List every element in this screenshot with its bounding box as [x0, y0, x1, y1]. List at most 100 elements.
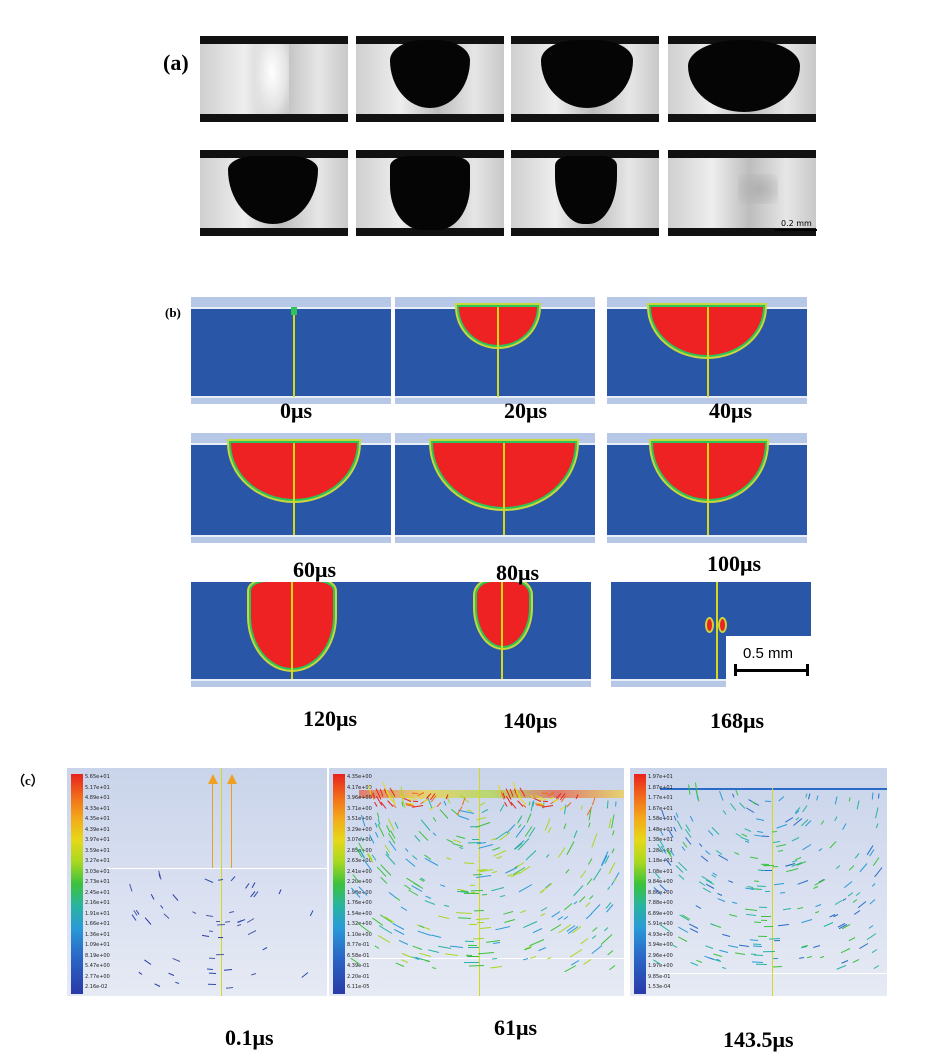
- velocity-vector: [412, 798, 417, 800]
- velocity-vector: [563, 823, 567, 830]
- velocity-vector: [395, 897, 400, 902]
- velocity-vector: [548, 797, 554, 800]
- micrograph-6: [356, 150, 504, 236]
- colorbar-tick: 4.17e+00: [347, 784, 372, 791]
- colorbar-tick: 2.96e+00: [648, 952, 673, 959]
- velocity-vector: [572, 830, 577, 839]
- velocity-vector: [491, 886, 505, 891]
- velocity-vector: [824, 921, 834, 927]
- velocity-vector: [380, 877, 388, 885]
- velocity-vector: [490, 966, 502, 969]
- velocity-vector: [463, 862, 475, 865]
- velocity-vector: [848, 865, 855, 871]
- time-label-c2: 61μs: [494, 1015, 538, 1040]
- colorbar-tick: 1.66e+01: [85, 921, 110, 927]
- velocity-vector: [424, 857, 439, 866]
- velocity-vector: [799, 957, 805, 960]
- velocity-vector: [818, 848, 823, 852]
- sim-frame-20: [395, 297, 595, 404]
- colorbar-tick: 5.17e+01: [85, 784, 110, 791]
- velocity-vector: [820, 955, 825, 959]
- time-label-40: 40μs: [709, 398, 753, 423]
- velocity-vector: [797, 907, 803, 910]
- time-label-168: 168μs: [710, 708, 765, 733]
- velocity-vector: [452, 842, 464, 847]
- velocity-vector: [398, 939, 409, 945]
- velocity-vector: [519, 883, 533, 893]
- velocity-vector: [563, 903, 573, 911]
- velocity-vector: [607, 950, 613, 956]
- colorbar-tick: 1.87e+01: [648, 784, 673, 791]
- velocity-vector: [678, 874, 685, 881]
- time-label-80: 80μs: [496, 560, 540, 585]
- colorbar-tick: 4.93e+00: [648, 931, 673, 938]
- velocity-vector: [491, 870, 498, 874]
- time-label-c3: 143.5μs: [723, 1027, 794, 1052]
- velocity-vector: [716, 897, 726, 902]
- velocity-vector: [743, 828, 751, 833]
- velocity-vector: [522, 957, 528, 961]
- colorbar-tick: 2.73e+01: [85, 879, 110, 885]
- velocity-vector: [443, 800, 447, 806]
- velocity-vector: [138, 971, 143, 976]
- velocity-vector: [223, 968, 232, 971]
- velocity-vector: [470, 884, 476, 887]
- velocity-vector: [871, 882, 876, 887]
- velocity-vector: [753, 834, 765, 838]
- velocity-vector: [739, 802, 746, 809]
- velocity-vector: [386, 825, 391, 833]
- velocity-vector: [717, 854, 728, 861]
- velocity-vector: [754, 921, 762, 924]
- velocity-vector: [209, 972, 216, 975]
- velocity-vector: [834, 816, 838, 822]
- micrograph-1: [200, 36, 348, 122]
- velocity-vector: [701, 875, 713, 883]
- velocity-vector: [718, 790, 724, 801]
- panel-b-label: (b): [165, 305, 181, 320]
- velocity-vector: [717, 893, 723, 896]
- velocity-vector: [500, 804, 505, 812]
- velocity-vector: [764, 890, 770, 892]
- velocity-vector: [856, 892, 861, 896]
- velocity-vector: [806, 955, 812, 958]
- velocity-vector: [412, 792, 419, 794]
- velocity-vector: [835, 864, 841, 869]
- colorbar-tick: 1.67e+01: [648, 805, 673, 812]
- velocity-vector: [570, 949, 583, 958]
- velocity-vector: [836, 965, 846, 970]
- velocity-vector: [499, 895, 505, 898]
- velocity-vector: [206, 968, 213, 971]
- velocity-vector: [722, 933, 731, 937]
- velocity-vector: [543, 800, 549, 802]
- colorbar-tick: 2.41e+00: [347, 868, 372, 875]
- colorbar-tick: 7.88e+00: [648, 900, 673, 906]
- colorbar-tick: 5.65e+01: [85, 774, 110, 780]
- velocity-vector: [871, 949, 878, 954]
- colorbar-tick: 2.85e+00: [347, 848, 372, 854]
- velocity-vector: [437, 945, 451, 949]
- velocity-vector: [479, 801, 486, 806]
- velocity-vector: [763, 951, 776, 953]
- velocity-vector: [756, 885, 766, 888]
- velocity-vector: [600, 934, 613, 946]
- colorbar-tick: 4.33e+01: [85, 805, 110, 812]
- velocity-vector: [847, 892, 854, 897]
- velocity-vector: [538, 946, 547, 951]
- velocity-vector: [154, 983, 161, 988]
- velocity-vector: [732, 901, 738, 904]
- velocity-vector: [539, 882, 553, 894]
- velocity-vector: [802, 805, 808, 813]
- velocity-vector: [377, 823, 385, 837]
- velocity-vector: [480, 927, 492, 930]
- velocity-vector: [173, 894, 179, 902]
- colorbar-tick: 3.07e+00: [347, 837, 372, 843]
- velocity-vector: [710, 923, 716, 926]
- velocity-vector: [801, 919, 813, 924]
- velocity-vector: [841, 959, 849, 964]
- velocity-vector: [729, 803, 737, 812]
- velocity-vector: [492, 958, 498, 960]
- velocity-vector: [773, 966, 783, 968]
- colorbar-tick: 2.45e+01: [85, 889, 110, 896]
- colorbar-tick: 1.18e+01: [648, 858, 673, 864]
- velocity-vector: [587, 822, 591, 828]
